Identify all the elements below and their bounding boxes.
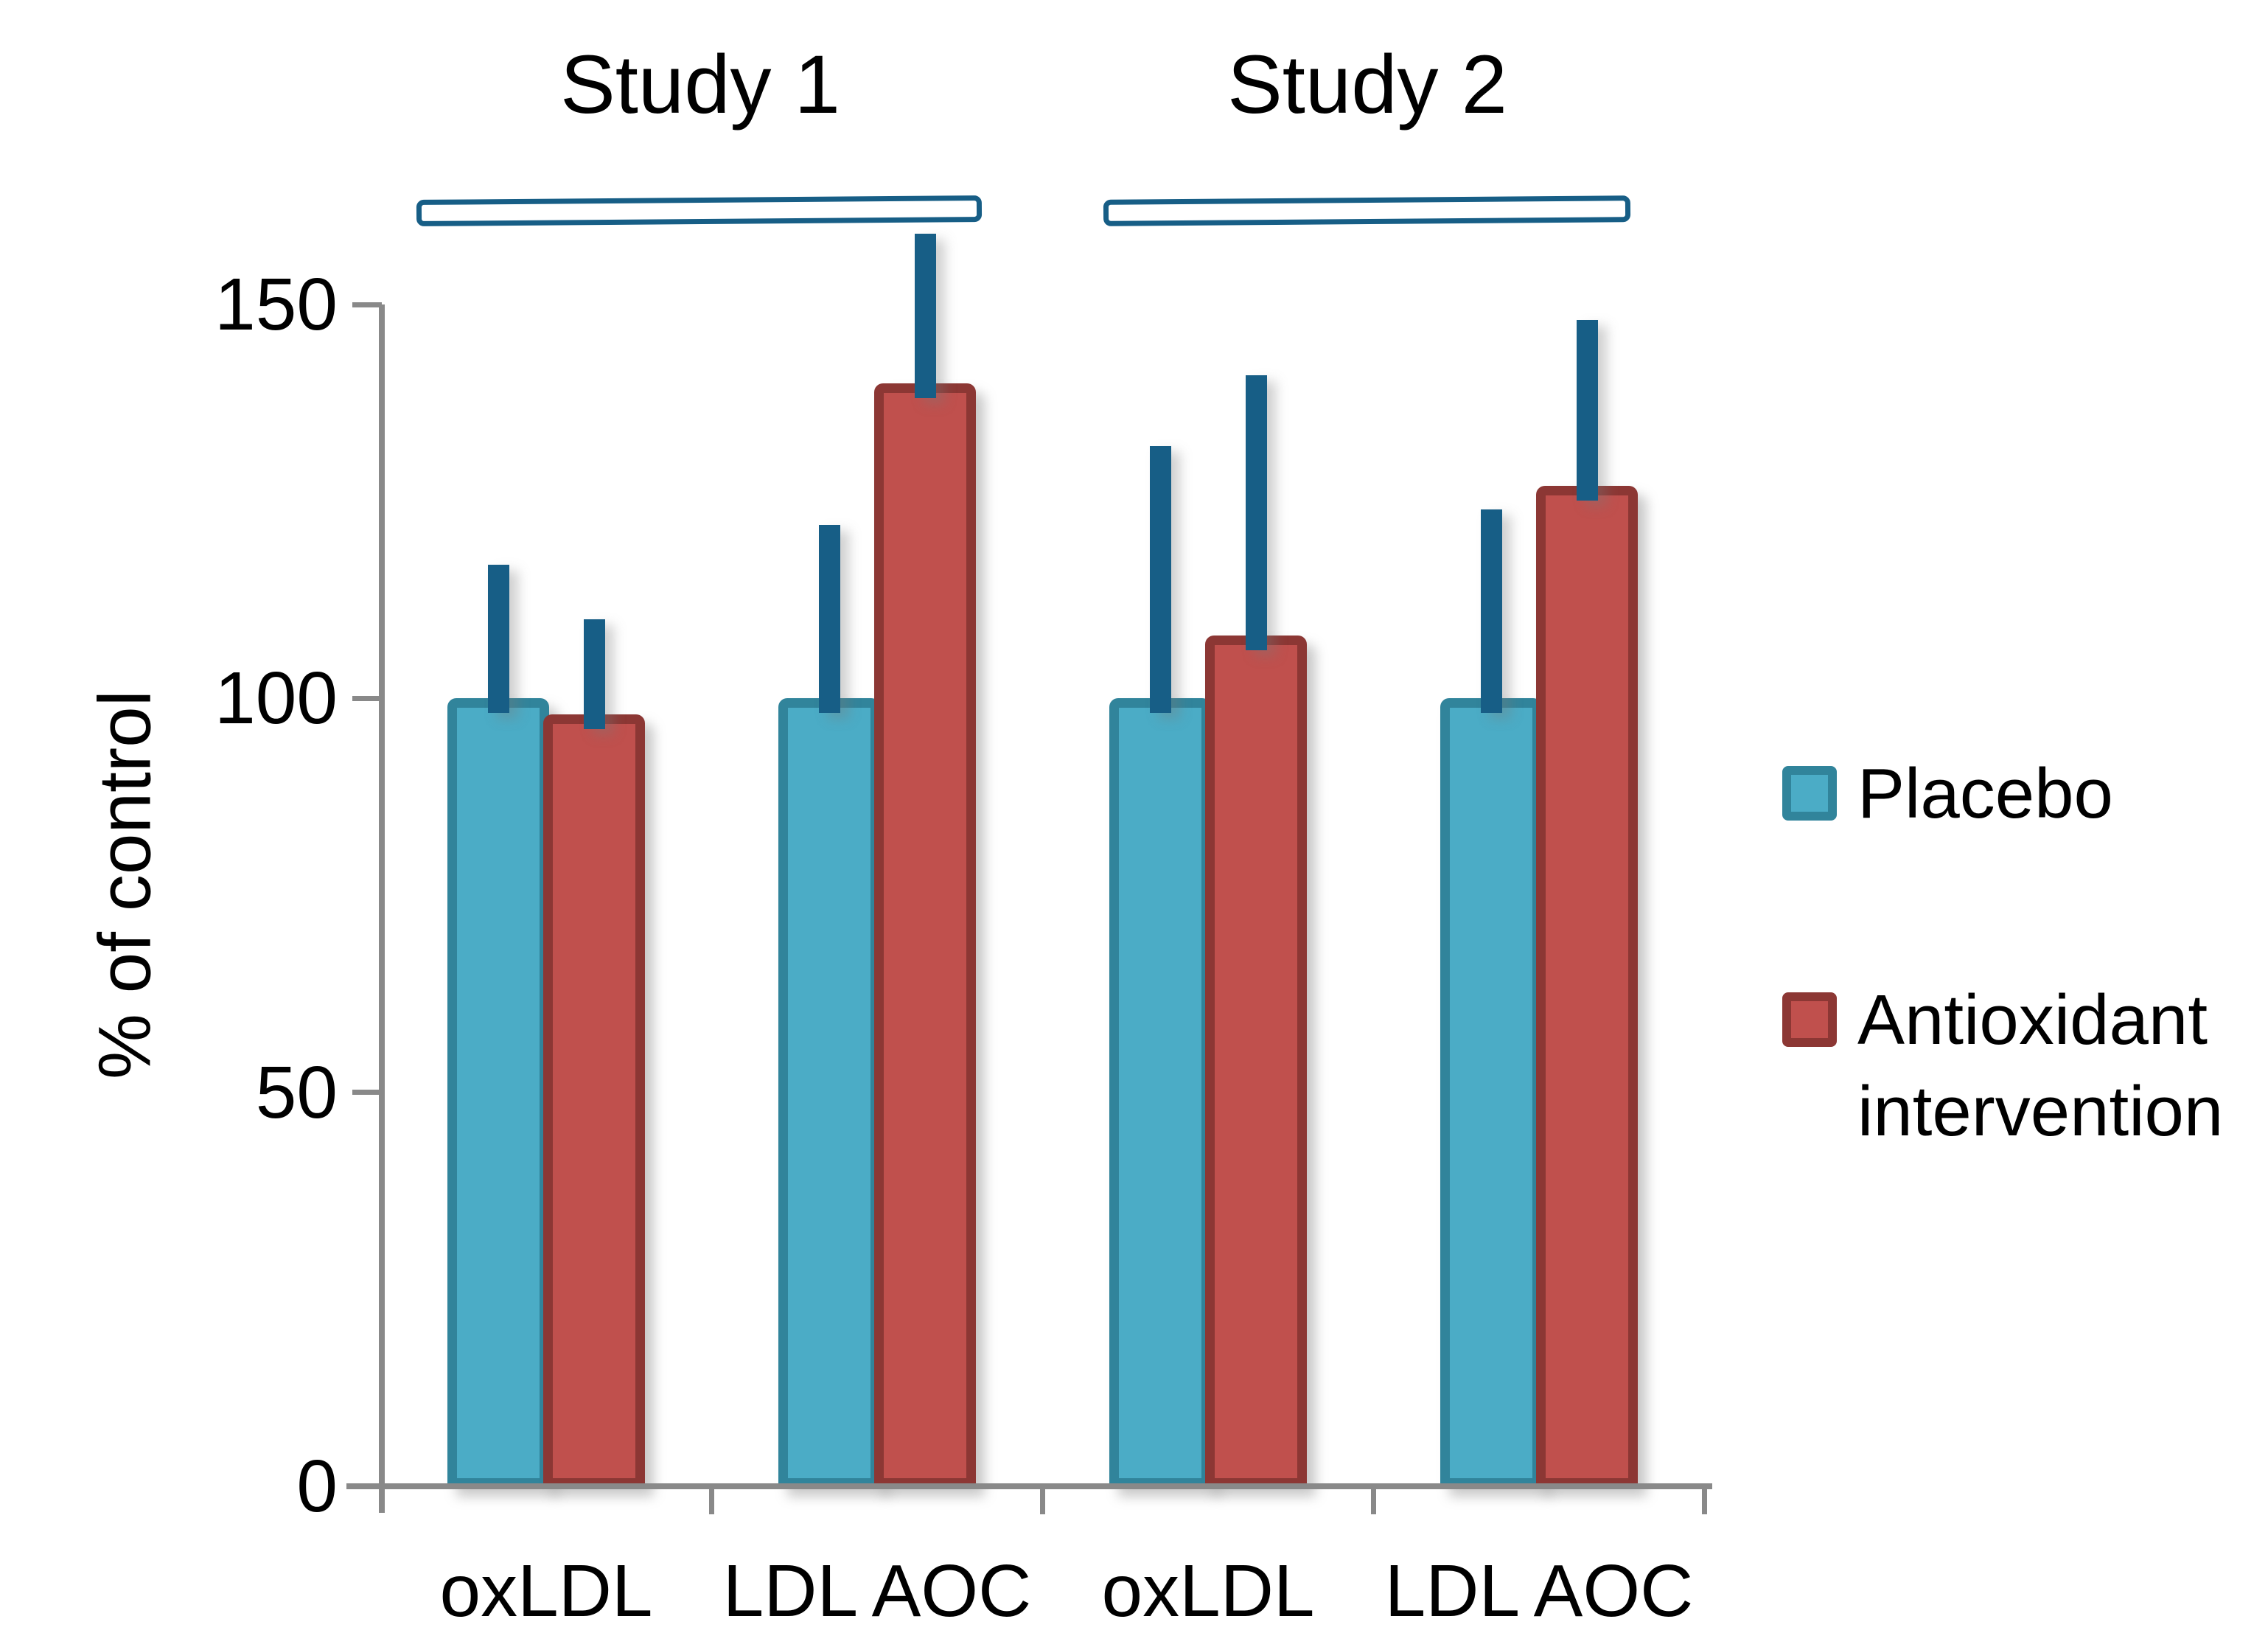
study1-bracket xyxy=(416,195,983,227)
x-axis-line xyxy=(346,1483,1712,1489)
y-tick xyxy=(352,1483,382,1489)
x-tick xyxy=(709,1486,714,1514)
error-bar xyxy=(1576,320,1598,501)
x-tick xyxy=(1371,1486,1376,1514)
bar-placebo-ldlaoc xyxy=(778,698,880,1488)
y-axis-title: % of control xyxy=(83,689,167,1080)
y-tick xyxy=(352,695,382,701)
error-bar xyxy=(583,619,605,729)
y-axis-line xyxy=(379,304,385,1513)
bar-antioxidant-oxldl xyxy=(543,714,645,1488)
y-tick-label: 100 xyxy=(214,657,338,740)
legend-swatch-antioxidant xyxy=(1782,992,1837,1047)
y-tick-label: 150 xyxy=(214,263,338,346)
legend-label-placebo: Placebo xyxy=(1857,754,2113,833)
category-label: oxLDL xyxy=(439,1550,653,1632)
error-bar xyxy=(914,233,936,398)
legend-swatch-placebo xyxy=(1782,766,1837,821)
legend-label-antioxidant: Antioxidant intervention xyxy=(1857,981,2224,1151)
error-bar xyxy=(1480,509,1502,714)
x-tick xyxy=(1040,1486,1045,1514)
category-label: oxLDL xyxy=(1101,1550,1315,1632)
bar-placebo-oxldl xyxy=(447,698,549,1488)
study2-label: Study 2 xyxy=(1227,38,1507,130)
bar-antioxidant-ldlaoc xyxy=(874,383,976,1488)
category-label: LDL AOC xyxy=(722,1550,1032,1632)
study2-bracket xyxy=(1103,195,1631,226)
bar-antioxidant-ldlaoc xyxy=(1536,485,1638,1488)
bar-antioxidant-oxldl xyxy=(1205,635,1307,1488)
error-bar xyxy=(1245,375,1267,650)
error-bar xyxy=(1149,446,1171,714)
bar-placebo-oxldl xyxy=(1109,698,1211,1488)
y-tick xyxy=(352,1090,382,1096)
x-tick xyxy=(1702,1486,1707,1514)
error-bar xyxy=(818,525,840,714)
y-tick xyxy=(352,302,382,307)
y-tick-label: 0 xyxy=(296,1445,338,1528)
y-tick-label: 50 xyxy=(255,1051,338,1134)
error-bar xyxy=(487,564,509,714)
category-label: LDL AOC xyxy=(1384,1550,1694,1632)
study1-label: Study 1 xyxy=(560,38,840,130)
bar-placebo-ldlaoc xyxy=(1440,698,1542,1488)
